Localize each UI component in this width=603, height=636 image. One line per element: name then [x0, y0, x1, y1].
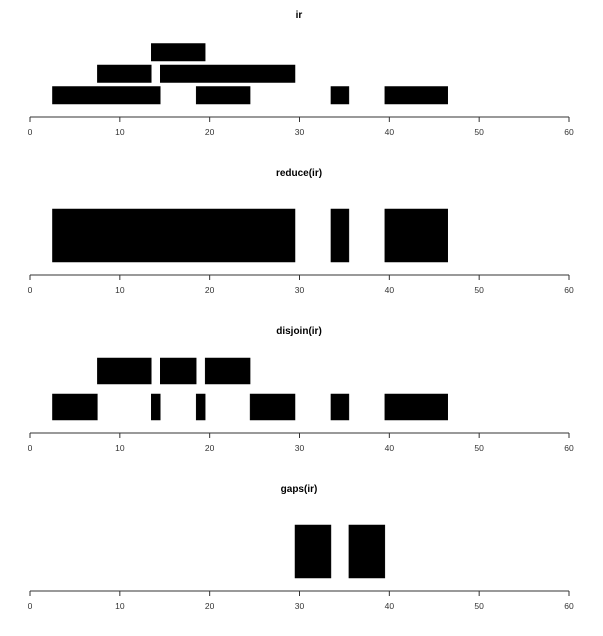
panel-2: reduce(ir) 0 10 20 30 40 50 60	[28, 168, 574, 295]
range-bar	[330, 393, 350, 421]
x-tick-label: 20	[205, 601, 215, 611]
x-tick-label: 20	[205, 285, 215, 295]
x-tick-label: 10	[115, 285, 125, 295]
x-tick-label: 60	[564, 285, 574, 295]
range-bar	[160, 357, 197, 385]
panel-title: disjoin(ir)	[276, 326, 322, 337]
range-bar	[52, 393, 98, 421]
range-bar	[348, 524, 386, 579]
x-tick-label: 10	[115, 127, 125, 137]
range-bar	[249, 393, 296, 421]
range-bar	[330, 208, 350, 263]
range-bar	[384, 208, 448, 263]
x-tick-label: 60	[564, 127, 574, 137]
x-tick-label: 60	[564, 601, 574, 611]
panel-title: reduce(ir)	[276, 168, 322, 179]
range-bar	[195, 86, 251, 105]
x-tick-label: 0	[28, 443, 33, 453]
x-tick-label: 30	[295, 601, 305, 611]
x-tick-label: 30	[295, 443, 305, 453]
range-bar	[330, 86, 350, 105]
x-tick-label: 0	[28, 285, 33, 295]
x-tick-label: 30	[295, 127, 305, 137]
range-bar	[151, 393, 161, 421]
range-bar	[52, 208, 296, 263]
x-tick-label: 20	[205, 443, 215, 453]
panel-3: disjoin(ir) 0 10 20 30 40 50 60	[28, 326, 574, 453]
range-bar	[97, 357, 152, 385]
x-tick-label: 10	[115, 443, 125, 453]
range-bar	[204, 357, 251, 385]
x-tick-label: 40	[385, 443, 395, 453]
panel-4: gaps(ir) 0 10 20 30 40 50 60	[28, 484, 574, 611]
range-bar	[160, 64, 296, 83]
x-tick-label: 0	[28, 127, 33, 137]
x-tick-label: 10	[115, 601, 125, 611]
x-tick-label: 30	[295, 285, 305, 295]
x-tick-label: 50	[474, 601, 484, 611]
x-tick-label: 40	[385, 127, 395, 137]
range-bar	[151, 43, 206, 62]
x-tick-label: 50	[474, 127, 484, 137]
panel-1: ir 0 10 20 30 40 50 60	[28, 10, 574, 137]
panel-title: ir	[296, 10, 303, 21]
range-bar	[294, 524, 332, 579]
range-bar	[52, 86, 161, 105]
x-tick-label: 40	[385, 601, 395, 611]
range-bar	[97, 64, 152, 83]
x-tick-label: 40	[385, 285, 395, 295]
range-bar	[195, 393, 206, 421]
x-tick-label: 50	[474, 443, 484, 453]
x-tick-label: 20	[205, 127, 215, 137]
x-tick-label: 60	[564, 443, 574, 453]
panel-title: gaps(ir)	[281, 484, 318, 495]
x-tick-label: 0	[28, 601, 33, 611]
range-bar	[384, 393, 448, 421]
range-bar	[384, 86, 448, 105]
x-tick-label: 50	[474, 285, 484, 295]
